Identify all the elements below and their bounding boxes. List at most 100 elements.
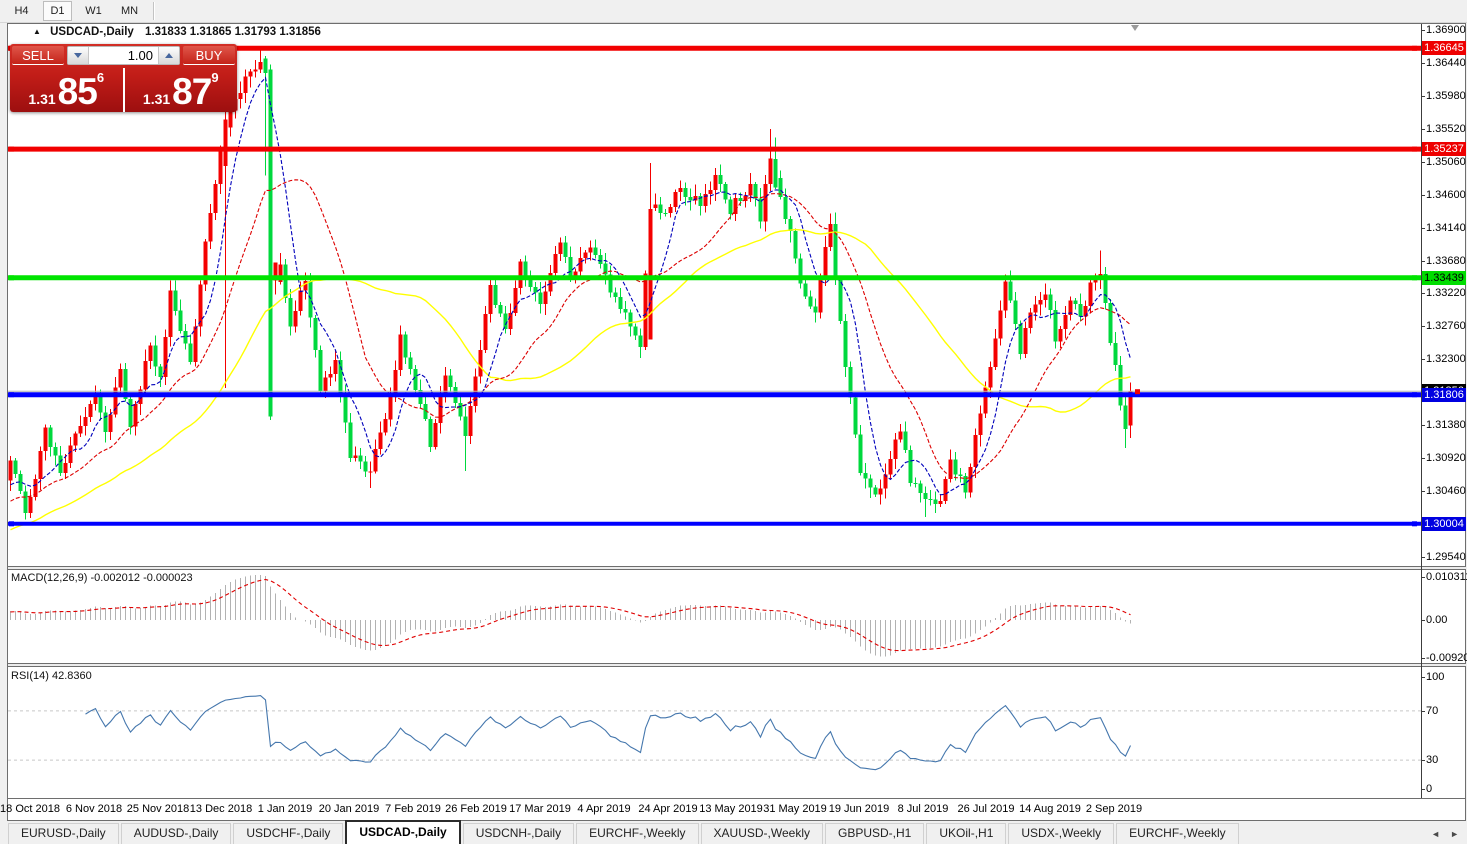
- trade-panel: SELL 1.00 BUY 1.31 85 6 1.31 87 9: [10, 44, 237, 112]
- axis-tick: [1421, 620, 1425, 621]
- axis-tick: [1421, 577, 1425, 578]
- rsi-axis-label: 30: [1426, 754, 1439, 766]
- buy-price[interactable]: 1.31 87 9: [122, 68, 238, 112]
- chart-tab-audusd[interactable]: AUDUSD-,Daily: [120, 823, 232, 844]
- macd-axis-label: 0.010311: [1426, 571, 1467, 583]
- axis-tick: [1421, 711, 1425, 712]
- price-axis-border: [1421, 24, 1422, 798]
- price-tick-label: 1.30460: [1426, 485, 1466, 497]
- volume-increase-button[interactable]: [158, 47, 179, 64]
- price-chart-canvas[interactable]: [8, 24, 1421, 566]
- price-tick-label: 1.32300: [1426, 353, 1466, 365]
- date-tick-label: 13 May 2019: [699, 803, 763, 815]
- price-tick-label: 1.35980: [1426, 90, 1466, 102]
- date-tick-label: 31 May 2019: [763, 803, 827, 815]
- price-tick-label: 1.36900: [1426, 24, 1466, 36]
- rsi-indicator-canvas[interactable]: [8, 667, 1421, 798]
- chart-title: ▲ USDCAD-,Daily 1.31833 1.31865 1.31793 …: [33, 26, 321, 38]
- date-tick-label: 2 Sep 2019: [1085, 803, 1143, 815]
- toolbar-separator: [153, 2, 155, 20]
- price-tick-label: 1.32760: [1426, 320, 1466, 332]
- axis-tick: [1421, 129, 1425, 130]
- chart-tab-usdx[interactable]: USDX-,Weekly: [1008, 823, 1115, 844]
- price-level-badge: 1.31806: [1422, 388, 1466, 402]
- price-level-badge: 1.33439: [1422, 271, 1466, 285]
- price-level-badge: 1.30004: [1422, 517, 1466, 531]
- price-tick-label: 1.29540: [1426, 551, 1466, 563]
- sell-price[interactable]: 1.31 85 6: [28, 70, 105, 112]
- price-tick-label: 1.35520: [1426, 123, 1466, 135]
- axis-tick: [1421, 789, 1425, 790]
- date-tick-label: 14 Aug 2019: [1019, 803, 1081, 815]
- chart-tab-gbpusd[interactable]: GBPUSD-,H1: [825, 823, 925, 844]
- axis-tick: [1421, 195, 1425, 196]
- price-tick-label: 1.31380: [1426, 419, 1466, 431]
- axis-tick: [1421, 96, 1425, 97]
- date-tick-label: 20 Jan 2019: [318, 803, 380, 815]
- axis-tick: [1421, 677, 1425, 678]
- tabbar-scroll-right-icon[interactable]: ►: [1450, 829, 1459, 839]
- axis-tick: [1421, 458, 1425, 459]
- rsi-axis-label: 0: [1426, 783, 1433, 795]
- axis-tick: [1421, 162, 1425, 163]
- timeframe-button-d1[interactable]: D1: [43, 1, 72, 21]
- panel-splitter[interactable]: [8, 663, 1466, 667]
- date-tick-label: 26 Jul 2019: [957, 803, 1015, 815]
- rsi-axis-label: 70: [1426, 705, 1439, 717]
- date-tick-label: 7 Feb 2019: [385, 803, 441, 815]
- buy-button[interactable]: BUY: [183, 46, 235, 65]
- macd-axis-label: -0.009203: [1426, 652, 1467, 664]
- date-tick-label: 4 Apr 2019: [577, 803, 631, 815]
- volume-decrease-button[interactable]: [68, 47, 89, 64]
- axis-tick: [1421, 30, 1425, 31]
- rsi-label: RSI(14) 42.8360: [11, 670, 92, 682]
- price-tick-label: 1.35060: [1426, 156, 1466, 168]
- date-tick-label: 17 Mar 2019: [509, 803, 571, 815]
- date-axis-divider: [8, 798, 1466, 799]
- chart-tab-eurusd[interactable]: EURUSD-,Daily: [8, 823, 119, 844]
- date-tick-label: 26 Feb 2019: [445, 803, 507, 815]
- chart-window: [7, 23, 1466, 821]
- axis-tick: [1421, 491, 1425, 492]
- date-tick-label: 24 Apr 2019: [638, 803, 698, 815]
- collapse-icon[interactable]: ▲: [33, 27, 41, 36]
- axis-tick: [1421, 658, 1425, 659]
- panel-splitter[interactable]: [8, 566, 1466, 570]
- sell-button[interactable]: SELL: [12, 46, 64, 65]
- price-level-badge: 1.35237: [1422, 142, 1466, 156]
- chart-tab-ukoil[interactable]: UKOil-,H1: [926, 823, 1007, 844]
- timeframe-button-h4[interactable]: H4: [14, 5, 29, 17]
- chart-tab-xauusd[interactable]: XAUUSD-,Weekly: [700, 823, 823, 844]
- chart-tab-eurchf[interactable]: EURCHF-,Weekly: [1116, 823, 1239, 844]
- date-tick-label: 19 Jun 2019: [828, 803, 890, 815]
- date-tick-label: 1 Jan 2019: [257, 803, 313, 815]
- axis-tick: [1421, 293, 1425, 294]
- chart-tab-usdchf[interactable]: USDCHF-,Daily: [233, 823, 344, 844]
- date-tick-label: 25 Nov 2018: [126, 803, 190, 815]
- axis-tick: [1421, 326, 1425, 327]
- axis-tick: [1421, 425, 1425, 426]
- price-level-badge: 1.36645: [1422, 41, 1466, 55]
- axis-tick: [1421, 228, 1425, 229]
- price-tick-label: 1.34140: [1426, 222, 1466, 234]
- tabbar-scroll-left-icon[interactable]: ◄: [1431, 829, 1441, 839]
- price-tick-label: 1.33680: [1426, 255, 1466, 267]
- timeframe-button-w1[interactable]: W1: [85, 5, 102, 17]
- chart-tab-usdcnh[interactable]: USDCNH-,Daily: [462, 823, 575, 844]
- price-tick-label: 1.34600: [1426, 189, 1466, 201]
- chart-tab-eurchf[interactable]: EURCHF-,Weekly: [576, 823, 699, 844]
- date-tick-label: 6 Nov 2018: [65, 803, 123, 815]
- axis-tick: [1421, 359, 1425, 360]
- price-tick-label: 1.33220: [1426, 287, 1466, 299]
- price-tick-label: 1.30920: [1426, 452, 1466, 464]
- chevron-down-icon: [74, 53, 82, 58]
- volume-input[interactable]: 1.00: [127, 48, 153, 63]
- macd-indicator-canvas[interactable]: [8, 570, 1421, 663]
- timeframe-button-mn[interactable]: MN: [120, 5, 139, 17]
- macd-label: MACD(12,26,9) -0.002012 -0.000023: [11, 572, 193, 584]
- rsi-axis-label: 100: [1426, 671, 1445, 683]
- timeframe-toolbar: H4 D1 W1 MN: [0, 0, 1467, 23]
- chart-tab-usdcad[interactable]: USDCAD-,Daily: [345, 820, 461, 844]
- date-tick-label: 8 Jul 2019: [897, 803, 949, 815]
